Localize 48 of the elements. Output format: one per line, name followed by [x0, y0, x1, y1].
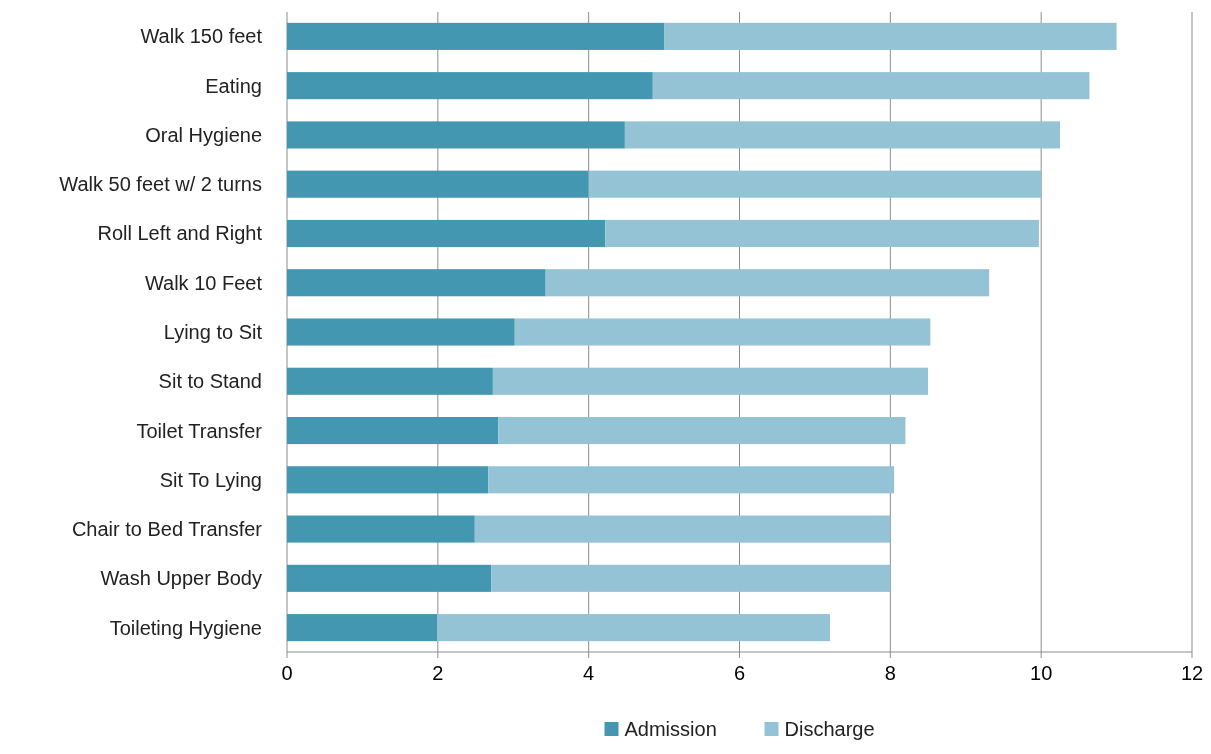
y-tick-label: Lying to Sit: [163, 321, 263, 343]
x-tick-label: 6: [733, 662, 746, 684]
y-tick-label: Chair to Bed Transfer: [71, 518, 263, 541]
bar: [287, 22, 665, 50]
bar: [488, 466, 895, 494]
legend-label: Admission: [624, 718, 717, 740]
x-tick-label: 12: [1180, 662, 1204, 684]
bar: [605, 219, 1039, 248]
y-tick-label: Wash Upper Body: [100, 567, 262, 590]
bar: [287, 416, 499, 445]
y-tick-label: Walk 10 Feet: [144, 271, 263, 294]
x-tick-label: 4: [583, 662, 595, 684]
x-tick-label: 10: [1030, 662, 1053, 684]
y-tick-label: Walk 50 feet w/ 2 turns: [59, 173, 262, 196]
bar: [491, 564, 891, 592]
y-tick-label: Toilet Transfer: [136, 419, 263, 442]
bar: [624, 121, 1061, 149]
bar: [287, 72, 653, 100]
x-tick-label: 2: [432, 662, 444, 684]
bar: [287, 614, 438, 642]
bar: [287, 466, 489, 494]
bar: [492, 367, 929, 395]
y-tick-label: Oral Hygiene: [145, 123, 262, 146]
bar: [287, 219, 606, 248]
bar: [287, 564, 492, 592]
x-tick-label: 0: [281, 662, 293, 684]
bar: [287, 170, 589, 198]
x-tick-label: 8: [884, 662, 896, 684]
bar: [287, 367, 493, 395]
bar: [588, 170, 1042, 198]
y-tick-label: Sit To Lying: [159, 468, 262, 491]
y-tick-label: Roll Left and Right: [97, 222, 263, 245]
bar: [287, 269, 546, 297]
y-tick-label: Toileting Hygiene: [109, 616, 262, 639]
y-tick-label: Sit to Stand: [158, 370, 262, 393]
bar: [664, 22, 1117, 50]
bar: [498, 416, 906, 445]
bar: [437, 614, 830, 642]
bar: [545, 269, 990, 297]
bar: [652, 72, 1090, 100]
bar: [287, 318, 515, 346]
bar: [287, 515, 475, 543]
y-tick-label: Eating: [205, 74, 262, 97]
y-tick-label: Walk 150 feet: [140, 25, 263, 48]
bar: [474, 515, 891, 543]
legend-label: Discharge: [784, 718, 875, 740]
bar: [514, 318, 931, 346]
bar: [287, 121, 625, 149]
